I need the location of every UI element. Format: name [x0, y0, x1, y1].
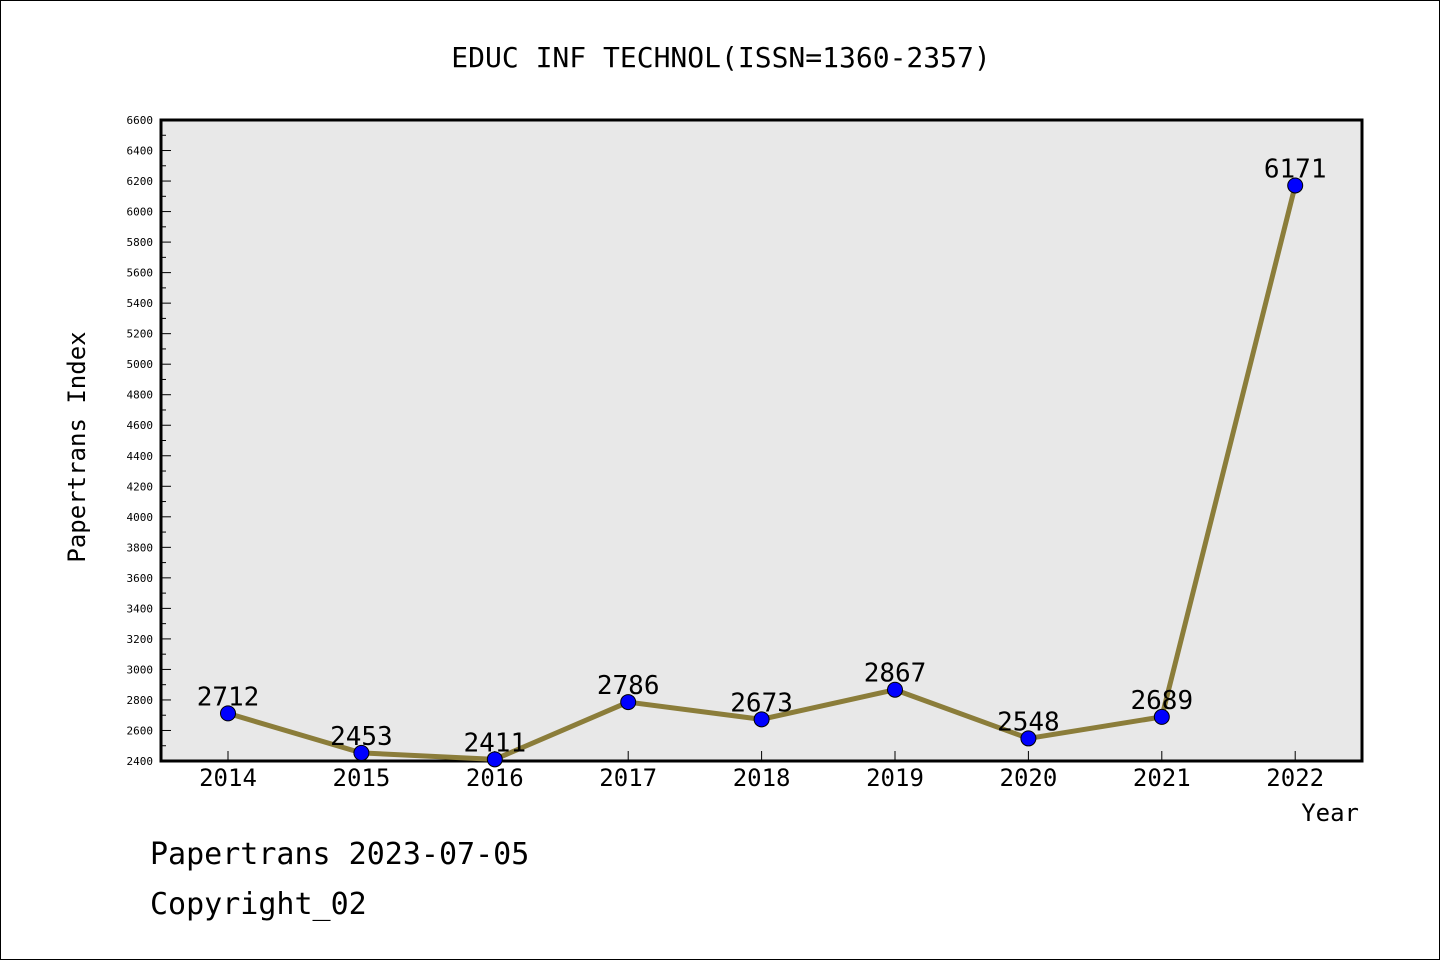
series-papertrans-index [220, 177, 1304, 768]
y-tick-label: 5000 [127, 358, 154, 371]
data-point [220, 705, 236, 722]
y-tick-label: 5400 [127, 297, 154, 310]
x-tick-label: 2021 [1133, 764, 1191, 792]
y-axis-label: Papertrans Index [63, 331, 91, 562]
y-tick-label: 3800 [127, 541, 154, 554]
x-tick-label: 2018 [733, 764, 791, 792]
y-tick-label: 6000 [127, 206, 154, 219]
data-label: 2712 [197, 682, 260, 712]
data-labels: 2712 2453 2411 2786 2673 2867 2548 2689 6171 [197, 154, 1327, 758]
x-tick-label: 2017 [599, 764, 657, 792]
y-tick-label: 5800 [127, 236, 154, 249]
y-tick-label: 3400 [127, 602, 154, 615]
y-tick-label: 6400 [127, 145, 154, 158]
data-point [620, 694, 637, 711]
y-tick-label: 2400 [127, 755, 154, 768]
y-tick-label: 5600 [127, 267, 154, 280]
x-tick-label: 2022 [1266, 764, 1324, 792]
x-tick-label: 2016 [466, 764, 524, 792]
y-tick-label: 2600 [127, 724, 154, 737]
y-axis: 2400 2600 2800 3000 3200 3400 3600 3800 4000 4200… [127, 114, 171, 768]
x-tick-label: 2014 [199, 764, 257, 792]
chart-title: EDUC INF TECHNOL(ISSN=1360-2357) [451, 41, 990, 74]
x-axis-label: Year [1301, 799, 1359, 827]
x-tick-label: 2015 [333, 764, 391, 792]
data-point [753, 711, 770, 728]
data-point [486, 751, 503, 768]
data-point [887, 681, 903, 698]
plot-area [159, 118, 1364, 763]
x-axis: 2014 2015 2016 2017 2018 2019 2020 2021 2022 [199, 751, 1324, 792]
y-tick-label: 3000 [127, 663, 154, 676]
footer-date: Papertrans 2023-07-05 [150, 837, 529, 872]
y-tick-label: 4800 [127, 389, 154, 402]
y-tick-label: 4600 [127, 419, 154, 432]
data-point [1287, 177, 1304, 194]
data-point [1020, 730, 1037, 747]
y-tick-label: 3200 [127, 633, 154, 646]
y-tick-label: 5200 [127, 328, 154, 341]
x-tick-label: 2019 [866, 764, 924, 792]
data-point [353, 744, 370, 761]
x-tick-label: 2020 [1000, 764, 1058, 792]
data-point [1153, 708, 1170, 725]
y-tick-label: 4400 [127, 450, 154, 463]
y-tick-label: 4200 [127, 480, 154, 493]
data-label: 2786 [597, 671, 660, 701]
y-tick-label: 2800 [127, 694, 154, 707]
data-label: 2411 [463, 728, 526, 758]
data-label: 2673 [730, 688, 793, 718]
y-tick-label: 3600 [127, 572, 154, 585]
y-tick-label: 4000 [127, 511, 154, 524]
data-label: 2867 [864, 659, 927, 689]
y-tick-label: 6200 [127, 175, 154, 188]
data-label: 2453 [330, 722, 393, 752]
y-tick-label: 6600 [127, 114, 154, 127]
data-label: 2548 [997, 707, 1060, 737]
footer-copyright: Copyright_02 [150, 887, 367, 922]
data-label: 2689 [1130, 686, 1193, 716]
data-label: 6171 [1264, 154, 1327, 184]
